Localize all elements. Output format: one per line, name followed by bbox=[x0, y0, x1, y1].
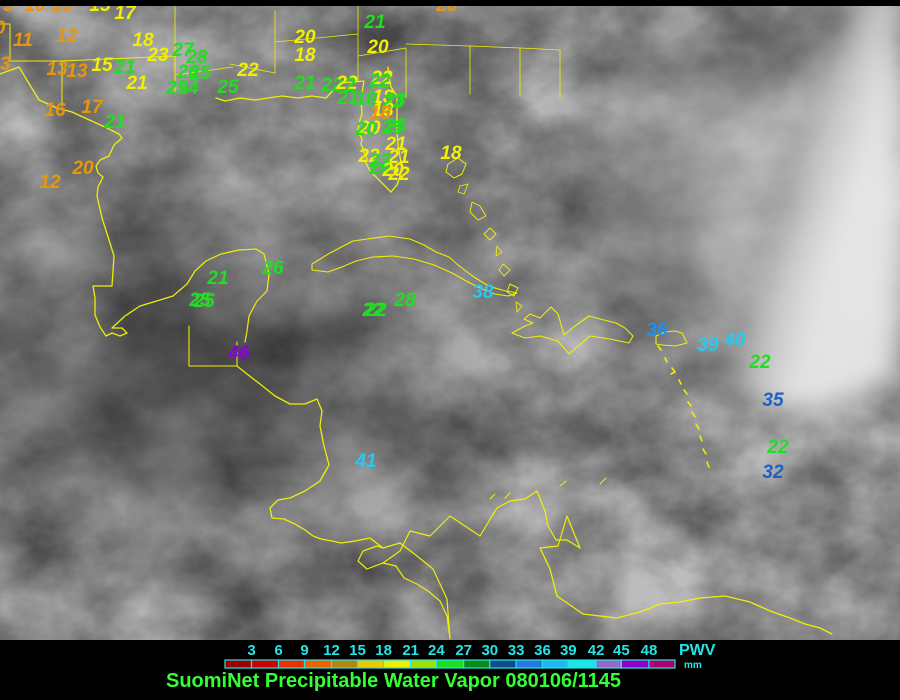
svg-text:15: 15 bbox=[89, 6, 111, 16]
svg-text:21: 21 bbox=[363, 12, 385, 33]
svg-text:22: 22 bbox=[766, 437, 789, 458]
svg-text:39: 39 bbox=[560, 642, 577, 659]
svg-text:15: 15 bbox=[91, 55, 113, 76]
svg-text:20: 20 bbox=[354, 119, 377, 140]
svg-text:28: 28 bbox=[393, 290, 416, 311]
svg-text:21: 21 bbox=[402, 642, 419, 659]
svg-text:17: 17 bbox=[81, 97, 104, 118]
svg-text:48: 48 bbox=[641, 642, 658, 659]
svg-text:45: 45 bbox=[613, 642, 630, 659]
svg-text:26: 26 bbox=[261, 258, 284, 279]
svg-text:21: 21 bbox=[206, 268, 228, 289]
svg-text:13: 13 bbox=[0, 54, 11, 75]
svg-text:38: 38 bbox=[472, 282, 494, 303]
svg-text:13: 13 bbox=[51, 6, 73, 16]
svg-text:20: 20 bbox=[71, 158, 94, 179]
svg-text:PWV: PWV bbox=[679, 642, 716, 659]
svg-text:33: 33 bbox=[508, 642, 525, 659]
svg-text:SuomiNet Precipitable Water Va: SuomiNet Precipitable Water Vapor 080106… bbox=[166, 670, 621, 692]
svg-text:12: 12 bbox=[56, 26, 78, 47]
svg-text:35: 35 bbox=[762, 390, 784, 411]
svg-text:2: 2 bbox=[344, 75, 356, 96]
svg-text:10: 10 bbox=[24, 6, 46, 16]
svg-text:36: 36 bbox=[646, 320, 668, 341]
svg-text:6: 6 bbox=[274, 642, 282, 659]
svg-text:22: 22 bbox=[748, 352, 771, 373]
svg-text:21: 21 bbox=[113, 57, 135, 78]
svg-text:13: 13 bbox=[46, 59, 68, 80]
svg-text:40: 40 bbox=[723, 330, 746, 351]
svg-text:36: 36 bbox=[534, 642, 551, 659]
svg-text:25: 25 bbox=[216, 77, 239, 98]
svg-text:21: 21 bbox=[293, 73, 315, 94]
svg-text:21: 21 bbox=[103, 112, 125, 133]
svg-text:41: 41 bbox=[354, 451, 376, 472]
svg-text:16: 16 bbox=[44, 100, 66, 121]
svg-text:22: 22 bbox=[236, 60, 259, 81]
svg-text:mm: mm bbox=[684, 660, 702, 671]
svg-text:17: 17 bbox=[114, 6, 137, 24]
svg-text:42: 42 bbox=[588, 642, 605, 659]
svg-text:20: 20 bbox=[435, 6, 458, 16]
svg-text:15: 15 bbox=[349, 642, 366, 659]
svg-text:23: 23 bbox=[146, 45, 169, 66]
svg-text:11: 11 bbox=[13, 30, 33, 51]
svg-text:39: 39 bbox=[697, 335, 719, 356]
svg-text:46: 46 bbox=[227, 343, 250, 364]
svg-text:22: 22 bbox=[387, 164, 410, 185]
svg-text:3: 3 bbox=[247, 642, 255, 659]
svg-text:12: 12 bbox=[323, 642, 340, 659]
svg-text:9: 9 bbox=[3, 6, 14, 16]
svg-text:30: 30 bbox=[481, 642, 498, 659]
svg-text:12: 12 bbox=[39, 172, 61, 193]
svg-text:24: 24 bbox=[176, 78, 199, 99]
svg-text:9: 9 bbox=[300, 642, 308, 659]
svg-text:25: 25 bbox=[192, 291, 215, 312]
svg-text:20: 20 bbox=[366, 37, 389, 58]
svg-text:24: 24 bbox=[428, 642, 445, 659]
svg-text:32: 32 bbox=[762, 462, 784, 483]
svg-text:13: 13 bbox=[66, 61, 88, 82]
svg-text:0: 0 bbox=[0, 18, 6, 39]
svg-text:18: 18 bbox=[294, 45, 316, 66]
svg-text:22: 22 bbox=[364, 300, 387, 321]
svg-text:27: 27 bbox=[455, 642, 472, 659]
svg-text:18: 18 bbox=[440, 143, 462, 164]
svg-text:18: 18 bbox=[375, 642, 392, 659]
